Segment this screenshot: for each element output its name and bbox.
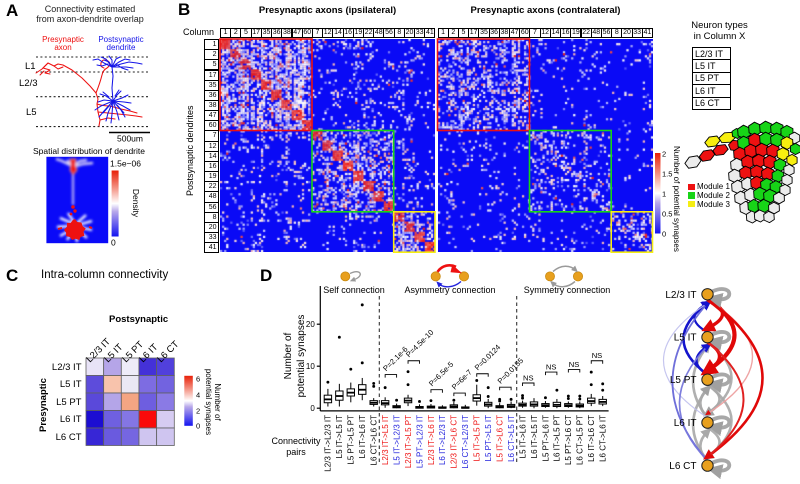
svg-text:L5 PT->L5 PT: L5 PT->L5 PT	[347, 415, 356, 465]
svg-text:L6 CT->L5 PT: L6 CT->L5 PT	[576, 415, 585, 465]
svg-text:L6 CT->L6 IT: L6 CT->L6 IT	[599, 415, 608, 462]
svg-text:0: 0	[662, 230, 666, 239]
svg-text:L5 PT->L6 IT: L5 PT->L6 IT	[541, 415, 550, 462]
svg-text:6: 6	[196, 375, 200, 384]
svg-text:L2/3 IT->L5 PT: L2/3 IT->L5 PT	[404, 415, 413, 468]
svg-text:NS: NS	[546, 363, 557, 372]
svg-text:L2/3 IT->L5 IT: L2/3 IT->L5 IT	[381, 415, 390, 465]
svg-text:L6 IT->L6 IT: L6 IT->L6 IT	[358, 415, 367, 458]
svg-text:P=0.0155: P=0.0155	[496, 356, 526, 386]
svg-text:P=0.0124: P=0.0124	[473, 343, 503, 373]
svg-text:NS: NS	[523, 374, 534, 383]
svg-text:NS: NS	[569, 360, 580, 369]
svg-text:20: 20	[306, 320, 315, 329]
svg-text:P=6e-7: P=6e-7	[450, 368, 474, 392]
svg-text:500um: 500um	[117, 134, 143, 144]
svg-text:2: 2	[662, 150, 666, 159]
svg-text:L5: L5	[26, 107, 37, 118]
svg-text:L5 IT->L6 IT: L5 IT->L6 IT	[518, 415, 527, 458]
svg-text:4: 4	[196, 391, 200, 400]
svg-text:L2/3 IT->L2/3 IT: L2/3 IT->L2/3 IT	[324, 415, 333, 472]
svg-text:L2/3 IT->L6 CT: L2/3 IT->L6 CT	[450, 415, 459, 469]
svg-text:L5 IT->L5 IT: L5 IT->L5 IT	[335, 415, 344, 458]
svg-text:0: 0	[196, 422, 200, 431]
svg-text:L5 IT->L2/3 IT: L5 IT->L2/3 IT	[392, 415, 401, 465]
svg-text:L2/3 IT: L2/3 IT	[665, 290, 696, 301]
svg-text:P=2.1e-6: P=2.1e-6	[381, 345, 409, 373]
svg-text:L5 PT: L5 PT	[670, 375, 697, 386]
svg-text:L6 IT->L2/3 IT: L6 IT->L2/3 IT	[438, 415, 447, 465]
svg-text:L6 CT->L6 CT: L6 CT->L6 CT	[370, 415, 379, 466]
svg-text:L5 IT: L5 IT	[674, 333, 697, 344]
svg-text:L2/3 IT->L6 IT: L2/3 IT->L6 IT	[427, 415, 436, 465]
svg-text:1.5e−06: 1.5e−06	[110, 159, 141, 169]
svg-text:NS: NS	[592, 351, 603, 360]
svg-text:0: 0	[310, 404, 315, 413]
svg-text:L2/3: L2/3	[19, 78, 38, 89]
svg-text:L5 PT->L5 IT: L5 PT->L5 IT	[484, 415, 493, 462]
svg-text:L5 PT->L2/3 IT: L5 PT->L2/3 IT	[415, 415, 424, 468]
svg-text:L6 CT->L5 IT: L6 CT->L5 IT	[507, 415, 516, 462]
svg-text:1.5: 1.5	[662, 170, 672, 179]
svg-text:10: 10	[306, 362, 315, 371]
svg-text:2: 2	[196, 407, 200, 416]
svg-text:L6 IT->L6 CT: L6 IT->L6 CT	[587, 415, 596, 462]
svg-text:P=4.5e-10: P=4.5e-10	[404, 328, 435, 359]
svg-text:L5 IT->L5 PT: L5 IT->L5 PT	[473, 415, 482, 462]
svg-text:L6 IT->L5 PT: L6 IT->L5 PT	[553, 415, 562, 462]
svg-text:L1: L1	[25, 61, 36, 72]
svg-text:L6 CT->L2/3 IT: L6 CT->L2/3 IT	[461, 415, 470, 469]
svg-text:0.5: 0.5	[662, 210, 672, 219]
svg-text:L5 PT->L6 CT: L5 PT->L6 CT	[564, 415, 573, 465]
svg-text:Density: Density	[131, 189, 141, 218]
svg-text:L6 CT: L6 CT	[669, 461, 696, 472]
svg-text:L6 IT: L6 IT	[674, 418, 697, 429]
svg-text:0: 0	[111, 238, 116, 248]
svg-text:1: 1	[662, 190, 666, 199]
svg-text:L5 IT->L6 CT: L5 IT->L6 CT	[495, 415, 504, 462]
svg-text:L6 IT->L5 IT: L6 IT->L5 IT	[530, 415, 539, 458]
